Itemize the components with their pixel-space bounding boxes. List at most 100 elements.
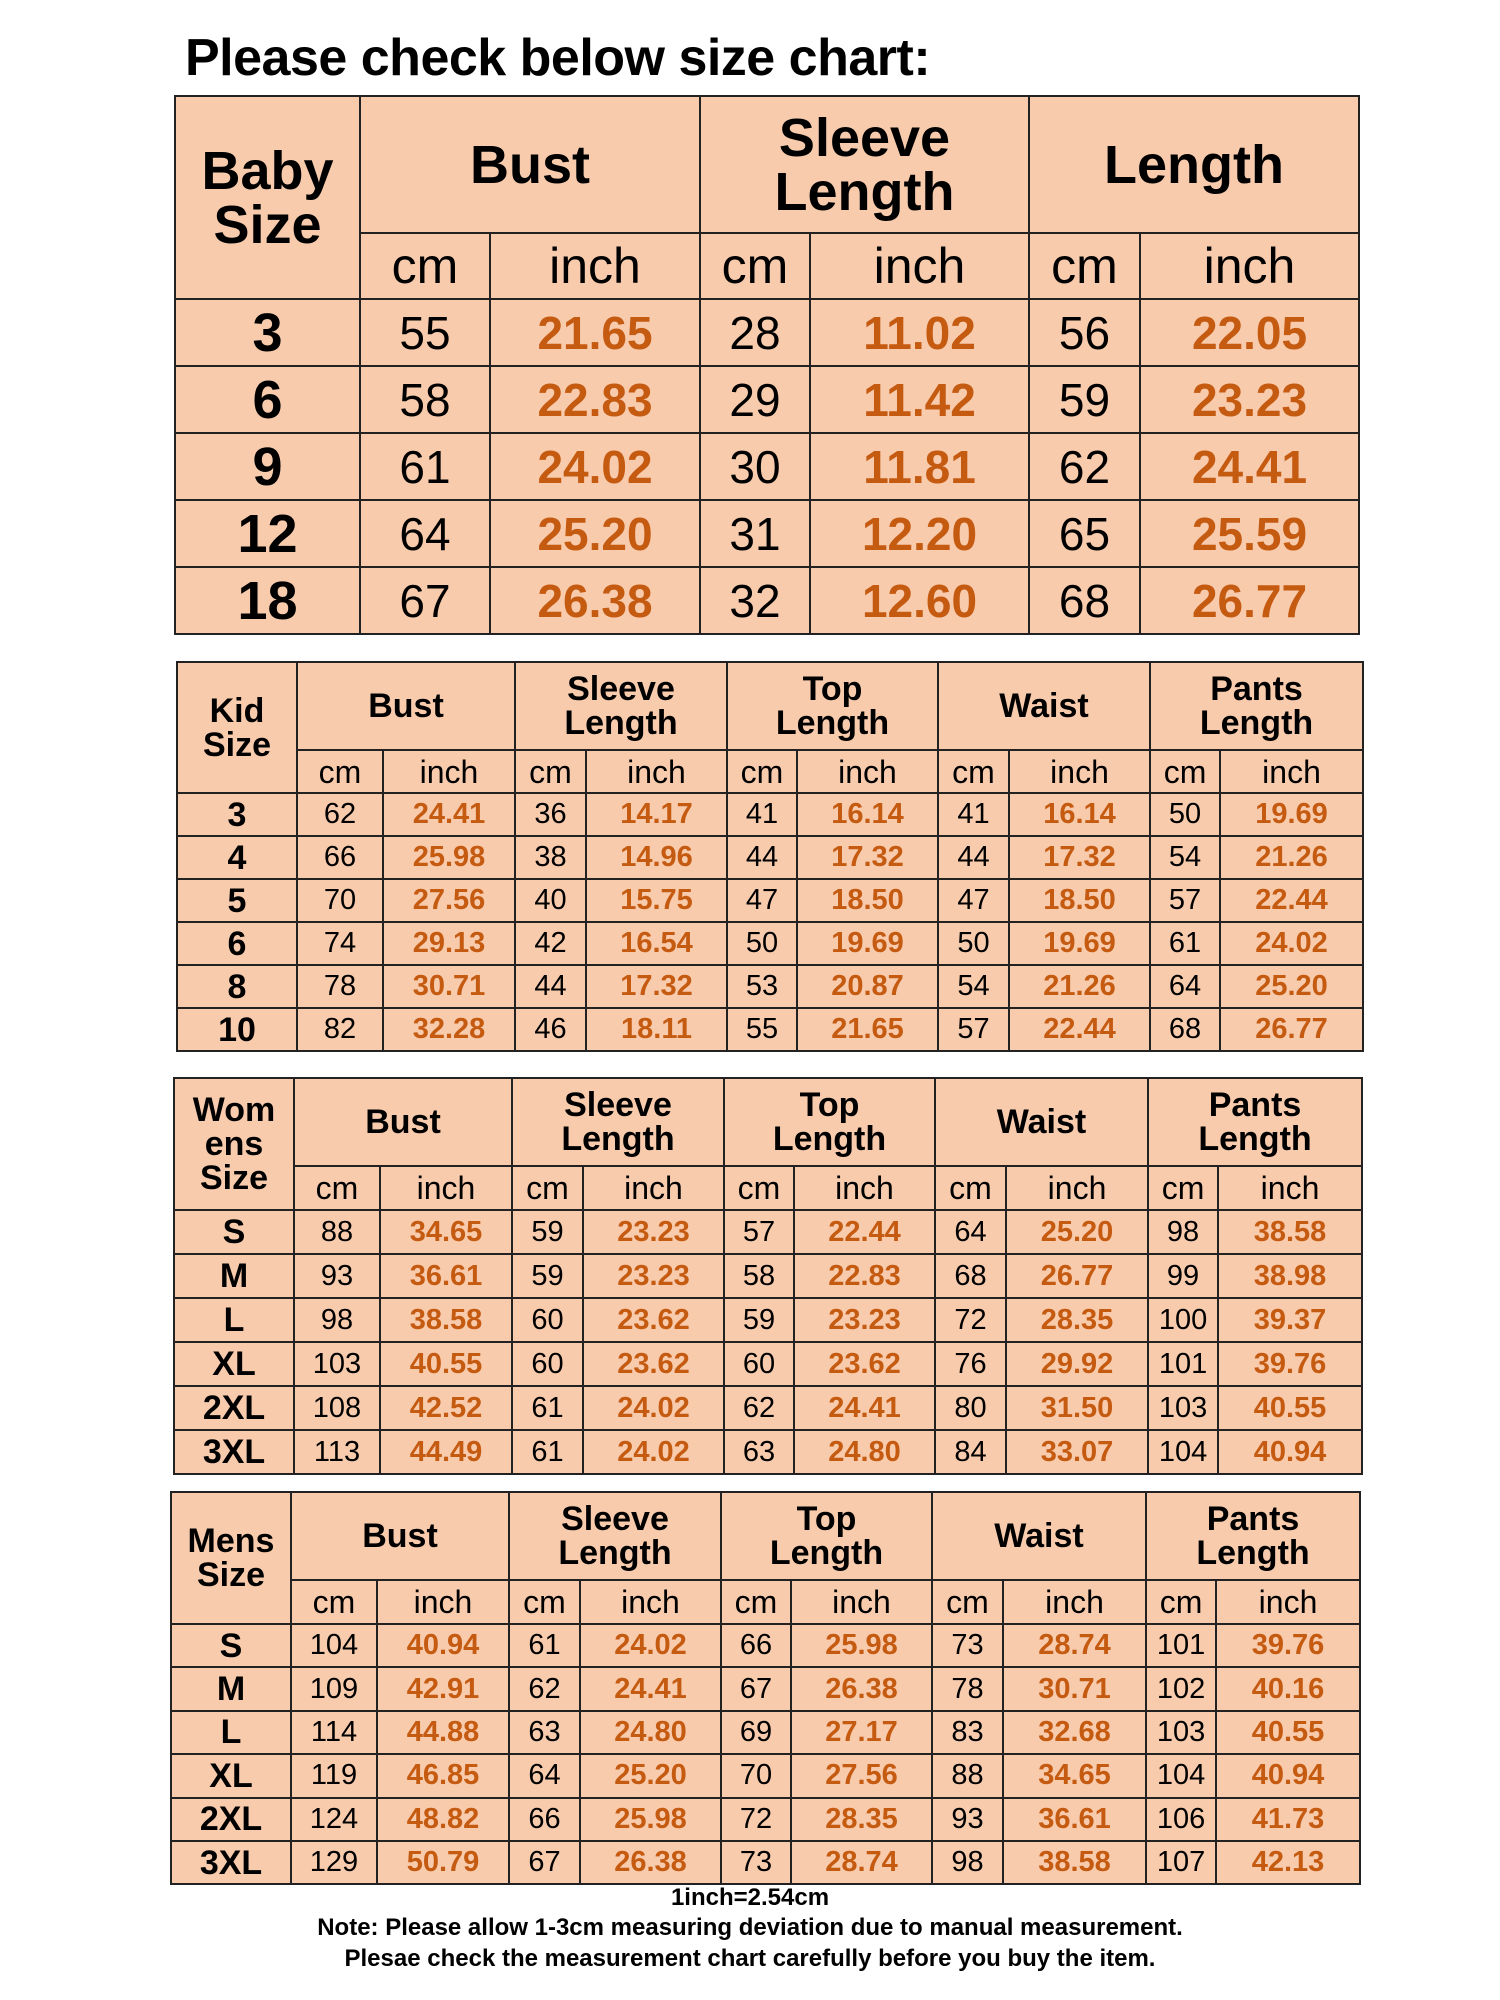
- inch-cell: 21.26: [1007, 964, 1152, 1009]
- inch-cell: 40.55: [1217, 1385, 1364, 1431]
- check-note: Plesae check the measurement chart caref…: [344, 1945, 1156, 1972]
- inch-cell: 16.14: [796, 792, 939, 837]
- cm-cell: 104: [1147, 1429, 1220, 1475]
- table-row: M 109 42.91 62 24.41 67 26.38 78 30.71 102 40.16: [170, 1666, 1362, 1712]
- inch-cell: 31.50: [1004, 1385, 1150, 1431]
- group-header: Waist: [933, 1077, 1150, 1167]
- cm-cell: 58: [359, 365, 491, 434]
- cm-cell: 57: [723, 1209, 795, 1255]
- cm-cell: 104: [290, 1622, 378, 1669]
- table-row: XL 103 40.55 60 23.62 60 23.62 76 29.92 101 39.76: [173, 1341, 1364, 1387]
- baby-size-table: Baby Size Bust Sleeve Length Length cm inch cm in…: [174, 95, 1360, 635]
- inch-cell: 28.35: [1004, 1297, 1150, 1343]
- cm-cell: 68: [1028, 566, 1141, 635]
- inch-cell: 23.23: [582, 1253, 725, 1299]
- cm-cell: 62: [508, 1666, 581, 1712]
- inch-cell: 29.92: [1004, 1341, 1150, 1387]
- unit-inch: inch: [379, 1165, 513, 1211]
- size-cell: 3XL: [173, 1429, 295, 1475]
- unit-inch: inch: [1217, 1165, 1364, 1211]
- inch-cell: 24.41: [793, 1385, 936, 1431]
- cm-cell: 61: [1149, 921, 1222, 966]
- cm-cell: 54: [1149, 835, 1222, 880]
- cm-cell: 98: [1147, 1209, 1220, 1255]
- inch-cell: 25.20: [1219, 964, 1365, 1009]
- group-header: Pants Length: [1147, 1077, 1364, 1167]
- table-row: XL 119 46.85 64 25.20 70 27.56 88 34.65 104 40.94: [170, 1753, 1362, 1799]
- size-header: Baby Size: [174, 95, 361, 300]
- cm-cell: 103: [293, 1341, 381, 1387]
- group-header: Pants Length: [1149, 661, 1365, 751]
- inch-cell: 26.38: [489, 566, 701, 635]
- cm-cell: 65: [1028, 499, 1141, 568]
- inch-cell: 39.76: [1215, 1622, 1362, 1669]
- cm-cell: 124: [290, 1796, 378, 1842]
- cm-cell: 63: [508, 1709, 581, 1756]
- cm-cell: 66: [296, 835, 384, 880]
- inch-cell: 34.65: [379, 1209, 513, 1255]
- cm-cell: 62: [1028, 432, 1141, 501]
- cm-cell: 50: [937, 921, 1010, 966]
- size-header: Wom ens Size: [173, 1077, 295, 1211]
- cm-cell: 54: [937, 964, 1010, 1009]
- table-row: 12 64 25.20 31 12.20 65 25.59: [174, 499, 1360, 568]
- cm-cell: 99: [1147, 1253, 1220, 1299]
- unit-inch: inch: [1004, 1165, 1150, 1211]
- cm-cell: 83: [931, 1709, 1004, 1756]
- unit-cm: cm: [296, 749, 384, 794]
- cm-cell: 102: [1145, 1666, 1218, 1712]
- inch-cell: 14.17: [585, 792, 728, 837]
- cm-cell: 68: [1149, 1007, 1222, 1052]
- inch-cell: 39.76: [1217, 1341, 1364, 1387]
- cm-cell: 98: [293, 1297, 381, 1343]
- inch-cell: 26.38: [579, 1839, 722, 1886]
- inch-cell: 23.62: [582, 1297, 725, 1343]
- size-cell: S: [173, 1209, 295, 1255]
- cm-cell: 103: [1147, 1385, 1220, 1431]
- unit-inch: inch: [796, 749, 939, 794]
- unit-cm: cm: [508, 1579, 581, 1625]
- group-header: Length: [1028, 95, 1360, 234]
- size-header: Mens Size: [170, 1491, 292, 1625]
- cm-cell: 41: [726, 792, 798, 837]
- cm-cell: 67: [720, 1666, 792, 1712]
- cm-cell: 38: [514, 835, 587, 880]
- inch-cell: 42.13: [1215, 1839, 1362, 1886]
- size-cell: S: [170, 1622, 292, 1669]
- inch-cell: 39.37: [1217, 1297, 1364, 1343]
- unit-cm: cm: [1149, 749, 1222, 794]
- inch-cell: 40.94: [1215, 1753, 1362, 1799]
- inch-cell: 38.58: [1001, 1839, 1148, 1886]
- size-cell: 6: [174, 365, 361, 434]
- inch-cell: 25.20: [1004, 1209, 1150, 1255]
- table-row: 3XL 113 44.49 61 24.02 63 24.80 84 33.07 104 40.94: [173, 1429, 1364, 1475]
- table-row: L 114 44.88 63 24.80 69 27.17 83 32.68 103 40.55: [170, 1709, 1362, 1756]
- inch-cell: 24.41: [579, 1666, 722, 1712]
- group-header: Pants Length: [1145, 1491, 1362, 1581]
- group-header: Bust: [359, 95, 701, 234]
- size-cell: L: [170, 1709, 292, 1756]
- unit-inch: inch: [809, 232, 1030, 300]
- cm-cell: 100: [1147, 1297, 1220, 1343]
- cm-cell: 60: [511, 1341, 584, 1387]
- cm-cell: 42: [514, 921, 587, 966]
- cm-cell: 73: [720, 1839, 792, 1886]
- inch-cell: 41.73: [1215, 1796, 1362, 1842]
- cm-cell: 44: [726, 835, 798, 880]
- inch-cell: 40.94: [1217, 1429, 1364, 1475]
- cm-cell: 109: [290, 1666, 378, 1712]
- unit-row: cm inch cm inch cm inch cm inch cm inch: [174, 1165, 1364, 1211]
- inch-cell: 22.44: [1219, 878, 1365, 923]
- table-row: M 93 36.61 59 23.23 58 22.83 68 26.77 99 38.98: [173, 1253, 1364, 1299]
- cm-cell: 113: [293, 1429, 381, 1475]
- cm-cell: 70: [720, 1753, 792, 1799]
- unit-cm: cm: [931, 1579, 1004, 1625]
- cm-cell: 61: [359, 432, 491, 501]
- cm-cell: 63: [723, 1429, 795, 1475]
- inch-cell: 33.07: [1004, 1429, 1150, 1475]
- size-cell: L: [173, 1297, 295, 1343]
- size-cell: 3: [174, 298, 361, 367]
- unit-cm: cm: [290, 1579, 378, 1625]
- size-cell: 2XL: [173, 1385, 295, 1431]
- group-header: Bust: [290, 1491, 510, 1581]
